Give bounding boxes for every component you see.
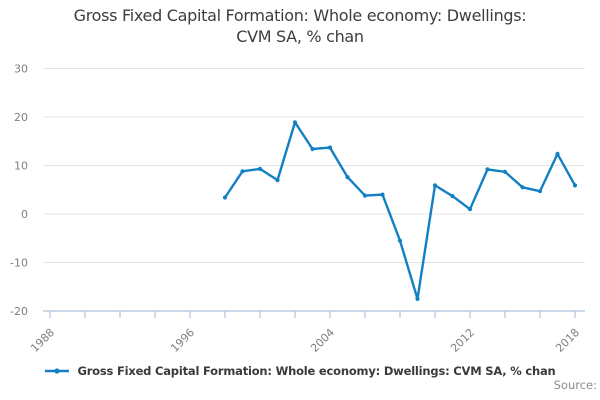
data-point-2001: [275, 178, 280, 183]
y-tick-label: 10: [14, 160, 28, 173]
y-tick-label: 0: [21, 208, 28, 221]
x-tick-label: 1996: [168, 326, 197, 355]
data-point-2006: [362, 193, 368, 198]
data-point-2011: [450, 194, 455, 199]
legend-line-marker-icon: [45, 367, 70, 374]
data-point-1998: [222, 195, 228, 200]
y-tick-label: -20: [10, 305, 28, 318]
data-point-2014: [502, 169, 508, 174]
x-tick-label: 2018: [553, 326, 582, 355]
chart-title-line-1: Gross Fixed Capital Formation: Whole eco…: [73, 6, 527, 25]
data-point-2002: [292, 120, 298, 125]
data-point-2008: [397, 238, 403, 243]
data-point-2005: [345, 175, 350, 180]
legend-label: Gross Fixed Capital Formation: Whole eco…: [77, 363, 556, 378]
data-point-2017: [555, 151, 560, 156]
y-tick-label: -10: [10, 257, 28, 270]
x-tick-label: 2012: [448, 326, 477, 355]
chart-title-line-2: CVM SA, % chan: [236, 27, 364, 46]
data-point-2013: [485, 167, 490, 172]
data-point-2015: [520, 185, 525, 190]
data-point-2018: [572, 183, 578, 188]
x-tick-label: 1988: [28, 326, 57, 355]
data-point-2000: [257, 166, 263, 171]
data-point-2009: [415, 296, 420, 301]
data-point-2012: [467, 207, 473, 212]
data-line: [223, 121, 577, 301]
y-tick-label: 30: [14, 63, 28, 76]
legend: Gross Fixed Capital Formation: Whole eco…: [0, 362, 600, 379]
data-point-2007: [380, 192, 385, 197]
chart-title: Gross Fixed Capital Formation: Whole eco…: [0, 5, 600, 47]
data-point-2016: [537, 189, 543, 194]
data-point-2003: [310, 146, 315, 152]
x-tick-label: 2004: [308, 326, 337, 355]
y-tick-label: 20: [14, 111, 28, 124]
data-point-2010: [432, 183, 438, 188]
data-point-1999: [240, 169, 245, 174]
data-point-2004: [327, 145, 333, 150]
source-label: Source:: [553, 378, 597, 392]
